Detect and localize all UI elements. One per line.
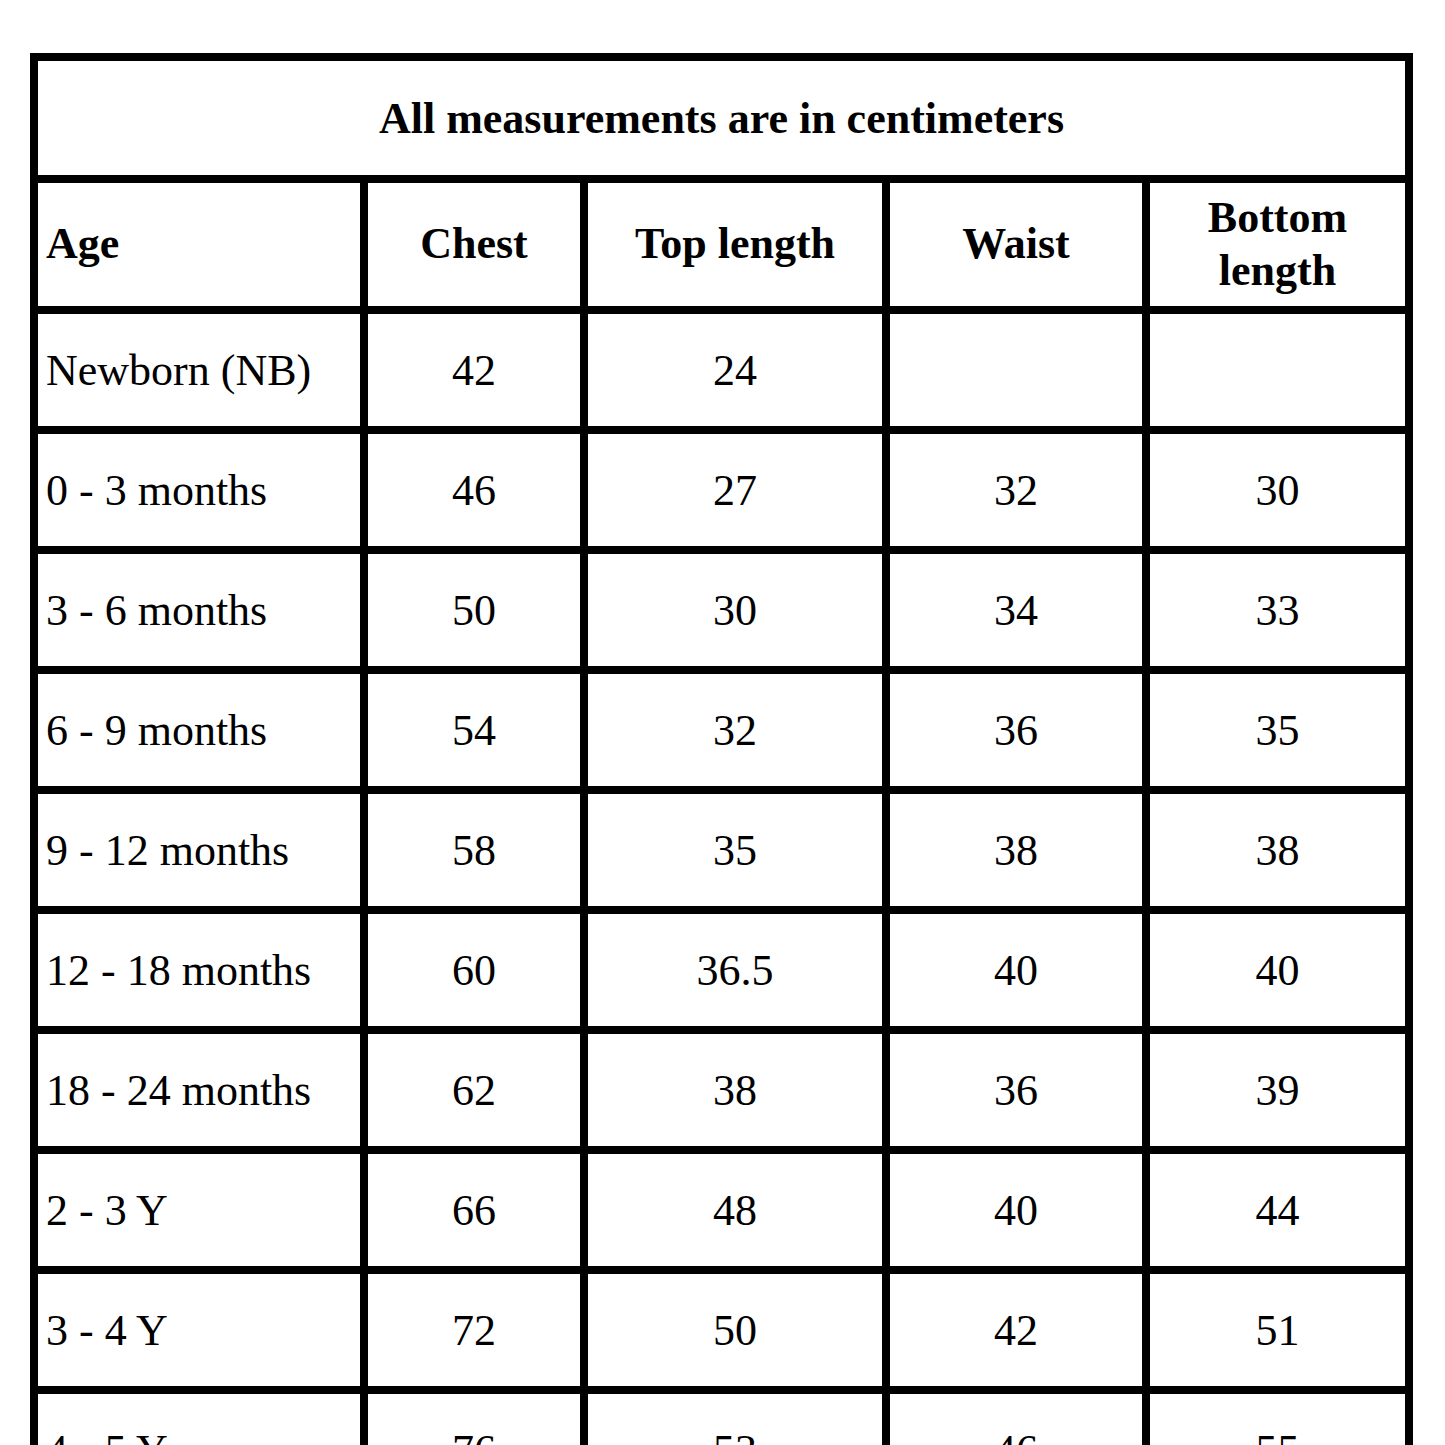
bottom-length-cell <box>1146 310 1409 430</box>
top-length-cell: 35 <box>584 790 886 910</box>
table-row: 9 - 12 months 58 35 38 38 <box>34 790 1409 910</box>
chest-cell: 58 <box>364 790 584 910</box>
age-cell: 2 - 3 Y <box>34 1150 364 1270</box>
table-row: 3 - 6 months 50 30 34 33 <box>34 550 1409 670</box>
bottom-length-cell: 38 <box>1146 790 1409 910</box>
waist-cell: 32 <box>886 430 1146 550</box>
column-header-top-length: Top length <box>584 179 886 310</box>
chest-cell: 66 <box>364 1150 584 1270</box>
top-length-cell: 53 <box>584 1390 886 1445</box>
chest-cell: 72 <box>364 1270 584 1390</box>
table-row: 0 - 3 months 46 27 32 30 <box>34 430 1409 550</box>
bottom-length-cell: 35 <box>1146 670 1409 790</box>
size-chart-table: All measurements are in centimeters Age … <box>30 53 1413 1445</box>
bottom-length-cell: 55 <box>1146 1390 1409 1445</box>
table-row: 18 - 24 months 62 38 36 39 <box>34 1030 1409 1150</box>
bottom-length-cell: 33 <box>1146 550 1409 670</box>
top-length-cell: 48 <box>584 1150 886 1270</box>
chest-cell: 60 <box>364 910 584 1030</box>
age-cell: 4 - 5 Y <box>34 1390 364 1445</box>
chest-cell: 54 <box>364 670 584 790</box>
header-row: Age Chest Top length Waist Bottom length <box>34 179 1409 310</box>
bottom-length-cell: 40 <box>1146 910 1409 1030</box>
top-length-cell: 50 <box>584 1270 886 1390</box>
age-cell: 0 - 3 months <box>34 430 364 550</box>
age-cell: 6 - 9 months <box>34 670 364 790</box>
waist-cell: 38 <box>886 790 1146 910</box>
column-header-chest: Chest <box>364 179 584 310</box>
top-length-cell: 24 <box>584 310 886 430</box>
chest-cell: 76 <box>364 1390 584 1445</box>
chest-cell: 50 <box>364 550 584 670</box>
age-cell: 3 - 6 months <box>34 550 364 670</box>
age-cell: 18 - 24 months <box>34 1030 364 1150</box>
waist-cell: 42 <box>886 1270 1146 1390</box>
waist-cell: 36 <box>886 670 1146 790</box>
waist-cell: 34 <box>886 550 1146 670</box>
waist-cell: 40 <box>886 1150 1146 1270</box>
age-cell: 3 - 4 Y <box>34 1270 364 1390</box>
column-header-age: Age <box>34 179 364 310</box>
waist-cell: 36 <box>886 1030 1146 1150</box>
top-length-cell: 30 <box>584 550 886 670</box>
table-row: 3 - 4 Y 72 50 42 51 <box>34 1270 1409 1390</box>
age-cell: Newborn (NB) <box>34 310 364 430</box>
waist-cell: 46 <box>886 1390 1146 1445</box>
chest-cell: 62 <box>364 1030 584 1150</box>
column-header-bottom-length: Bottom length <box>1146 179 1409 310</box>
bottom-length-cell: 30 <box>1146 430 1409 550</box>
bottom-length-cell: 44 <box>1146 1150 1409 1270</box>
top-length-cell: 36.5 <box>584 910 886 1030</box>
table-row: 6 - 9 months 54 32 36 35 <box>34 670 1409 790</box>
table-title: All measurements are in centimeters <box>34 57 1409 179</box>
title-row: All measurements are in centimeters <box>34 57 1409 179</box>
top-length-cell: 27 <box>584 430 886 550</box>
table-row: 4 - 5 Y 76 53 46 55 <box>34 1390 1409 1445</box>
waist-cell <box>886 310 1146 430</box>
chest-cell: 42 <box>364 310 584 430</box>
table-row: Newborn (NB) 42 24 <box>34 310 1409 430</box>
age-cell: 12 - 18 months <box>34 910 364 1030</box>
chest-cell: 46 <box>364 430 584 550</box>
table-row: 2 - 3 Y 66 48 40 44 <box>34 1150 1409 1270</box>
waist-cell: 40 <box>886 910 1146 1030</box>
size-chart-page: All measurements are in centimeters Age … <box>0 0 1445 1445</box>
table-row: 12 - 18 months 60 36.5 40 40 <box>34 910 1409 1030</box>
age-cell: 9 - 12 months <box>34 790 364 910</box>
bottom-length-cell: 39 <box>1146 1030 1409 1150</box>
top-length-cell: 38 <box>584 1030 886 1150</box>
bottom-length-cell: 51 <box>1146 1270 1409 1390</box>
top-length-cell: 32 <box>584 670 886 790</box>
column-header-waist: Waist <box>886 179 1146 310</box>
